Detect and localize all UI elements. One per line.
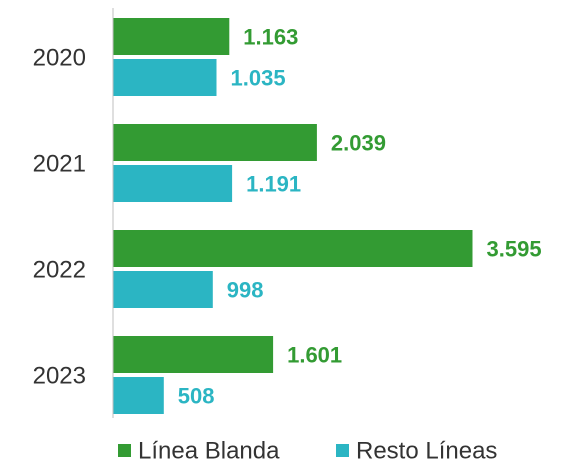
- legend-label: Línea Blanda: [138, 437, 280, 463]
- data-label: 1.191: [246, 171, 301, 196]
- legend-label: Resto Líneas: [356, 437, 497, 463]
- data-label: 1.163: [243, 24, 298, 49]
- y-tick-label: 2021: [33, 150, 86, 177]
- bar: [113, 18, 230, 55]
- bar: [113, 271, 213, 308]
- bar: [113, 377, 164, 414]
- data-label: 998: [227, 277, 264, 302]
- data-label: 508: [178, 383, 215, 408]
- bar: [113, 336, 274, 373]
- y-tick-label: 2023: [33, 362, 86, 389]
- bar: [113, 230, 473, 267]
- y-tick-label: 2022: [33, 256, 86, 283]
- bar: [113, 59, 217, 96]
- y-tick-label: 2020: [33, 44, 86, 71]
- data-label: 1.035: [231, 65, 286, 90]
- legend-swatch: [118, 444, 131, 457]
- legend-swatch: [336, 444, 349, 457]
- bar: [113, 124, 317, 161]
- bar: [113, 165, 233, 202]
- data-label: 1.601: [287, 342, 342, 367]
- data-label: 2.039: [331, 130, 386, 155]
- data-label: 3.595: [487, 236, 542, 261]
